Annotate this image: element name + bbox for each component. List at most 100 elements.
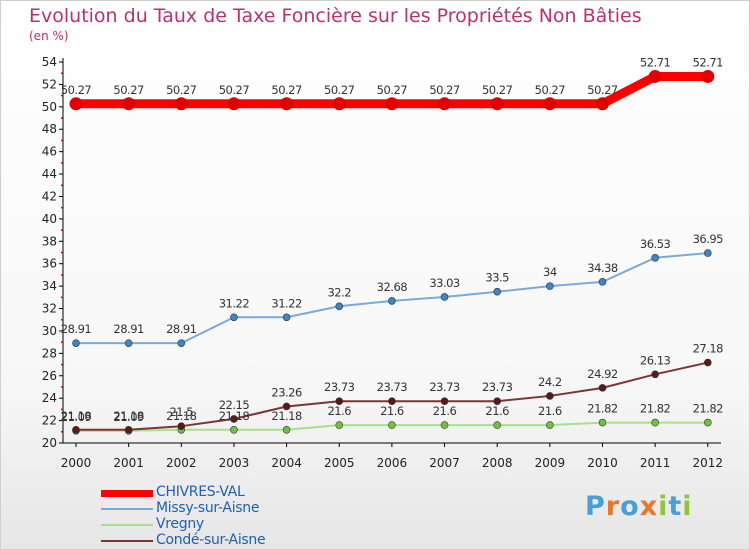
data-label: 50.27 [271, 83, 302, 97]
y-tick-label: 46 [42, 145, 57, 159]
x-tick-label: 2004 [271, 456, 302, 470]
data-label: 33.03 [429, 276, 460, 290]
y-tick-label: 52 [42, 77, 57, 91]
data-label: 21.5 [169, 405, 193, 419]
data-label: 21.09 [61, 410, 92, 424]
data-label: 23.73 [482, 380, 513, 394]
data-point [651, 418, 659, 427]
x-tick-label: 2003 [219, 456, 250, 470]
data-point [546, 421, 554, 429]
data-point [493, 397, 502, 406]
data-point [493, 421, 502, 429]
data-label: 21.82 [587, 402, 618, 416]
x-tick-label: 2011 [640, 456, 671, 470]
data-label: 21.09 [113, 410, 144, 424]
x-tick-label: 2010 [587, 456, 618, 470]
data-point [543, 97, 557, 111]
series-markers [69, 69, 715, 435]
data-label: 21.18 [219, 409, 250, 423]
data-label: 32.2 [327, 285, 351, 299]
data-point [703, 418, 712, 427]
data-label: 31.22 [219, 296, 250, 310]
data-label: 21.18 [166, 409, 197, 423]
data-point [388, 297, 396, 305]
data-point [335, 397, 344, 406]
data-point [282, 425, 291, 434]
data-point [282, 313, 291, 322]
y-tick-label: 32 [42, 302, 57, 316]
data-point [440, 397, 449, 406]
legend-label: Vregny [156, 516, 204, 532]
y-tick-label: 48 [42, 122, 57, 136]
proxiti-logo: Proxiti [585, 491, 693, 522]
data-point [388, 397, 396, 406]
data-point [174, 97, 188, 111]
data-label: 50.27 [429, 83, 460, 97]
data-label: 50.27 [324, 83, 355, 97]
data-label: 50.27 [587, 83, 618, 97]
legend-label: Missy-sur-Aisne [156, 500, 260, 516]
data-point [124, 339, 133, 347]
data-point [72, 425, 80, 434]
x-tick-label: 2005 [324, 456, 355, 470]
y-tick-label: 40 [42, 212, 57, 226]
x-tick-label: 2001 [113, 456, 144, 470]
y-tick-label: 24 [42, 391, 57, 405]
legend-label: Condé-sur-Aisne [156, 532, 266, 548]
data-label: 23.26 [271, 385, 302, 399]
data-label: 36.95 [693, 232, 724, 246]
data-point [335, 421, 344, 429]
data-label: 26.13 [640, 353, 671, 367]
y-tick-label: 42 [42, 189, 57, 203]
data-label: 27.18 [693, 342, 724, 356]
x-tick-label: 2007 [429, 456, 460, 470]
y-tick-label: 22 [42, 414, 57, 428]
data-label: 22.15 [219, 398, 250, 412]
data-label: 33.5 [485, 271, 509, 285]
data-label: 23.73 [324, 380, 355, 394]
x-tick-label: 2006 [377, 456, 408, 470]
x-tick-label: 2000 [61, 456, 92, 470]
data-label: 34 [543, 265, 557, 279]
legend-swatch [101, 540, 153, 542]
y-tick-label: 36 [42, 257, 57, 271]
data-point [177, 339, 186, 347]
data-point [124, 425, 133, 434]
data-point [282, 402, 291, 411]
data-point [177, 422, 186, 430]
chart-title: Evolution du Taux de Taxe Foncière sur l… [29, 5, 642, 27]
data-point [385, 97, 399, 111]
data-label: 23.73 [429, 380, 460, 394]
data-label: 24.2 [538, 375, 562, 389]
chart-axes: 20 22 24 26 28 30 32 34 36 38 40 42 44 46 48 50 52 54 2000… [42, 55, 723, 470]
data-point [440, 293, 449, 301]
data-point [703, 249, 712, 257]
data-label: 50.27 [535, 83, 566, 97]
data-label: 32.68 [377, 280, 408, 294]
data-point [493, 287, 502, 296]
data-label: 50.27 [61, 83, 92, 97]
data-label: 21.18 [113, 409, 144, 423]
data-label: 21.82 [640, 402, 671, 416]
y-unit-label: (en %) [29, 29, 69, 43]
data-label: 50.27 [377, 83, 408, 97]
data-label: 36.53 [640, 237, 671, 251]
x-tick-label: 2012 [693, 456, 724, 470]
data-label: 50.27 [482, 83, 513, 97]
data-point [598, 278, 607, 286]
legend-swatch [101, 490, 153, 497]
data-point [596, 97, 609, 111]
data-point [69, 97, 83, 111]
data-label: 21.6 [433, 404, 457, 418]
legend-label: CHIVRES-VAL [156, 484, 245, 500]
legend-swatch [101, 508, 153, 510]
data-label: 28.91 [166, 322, 197, 336]
data-point [651, 370, 659, 379]
y-tick-label: 34 [42, 279, 57, 293]
data-point [490, 97, 504, 111]
data-label: 28.91 [113, 322, 144, 336]
data-label: 21.18 [61, 409, 92, 423]
data-point [72, 339, 80, 347]
data-label: 24.92 [587, 367, 618, 381]
